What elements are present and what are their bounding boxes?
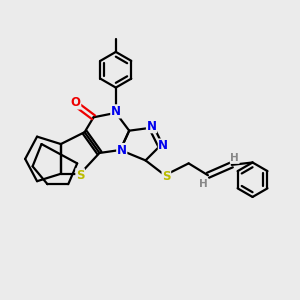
Text: S: S <box>76 169 84 182</box>
Text: H: H <box>230 153 239 163</box>
Text: N: N <box>117 143 127 157</box>
Text: N: N <box>158 139 168 152</box>
Text: N: N <box>146 120 157 133</box>
Text: N: N <box>111 105 121 118</box>
Text: S: S <box>162 170 171 183</box>
Text: O: O <box>71 96 81 109</box>
Text: H: H <box>199 178 208 189</box>
